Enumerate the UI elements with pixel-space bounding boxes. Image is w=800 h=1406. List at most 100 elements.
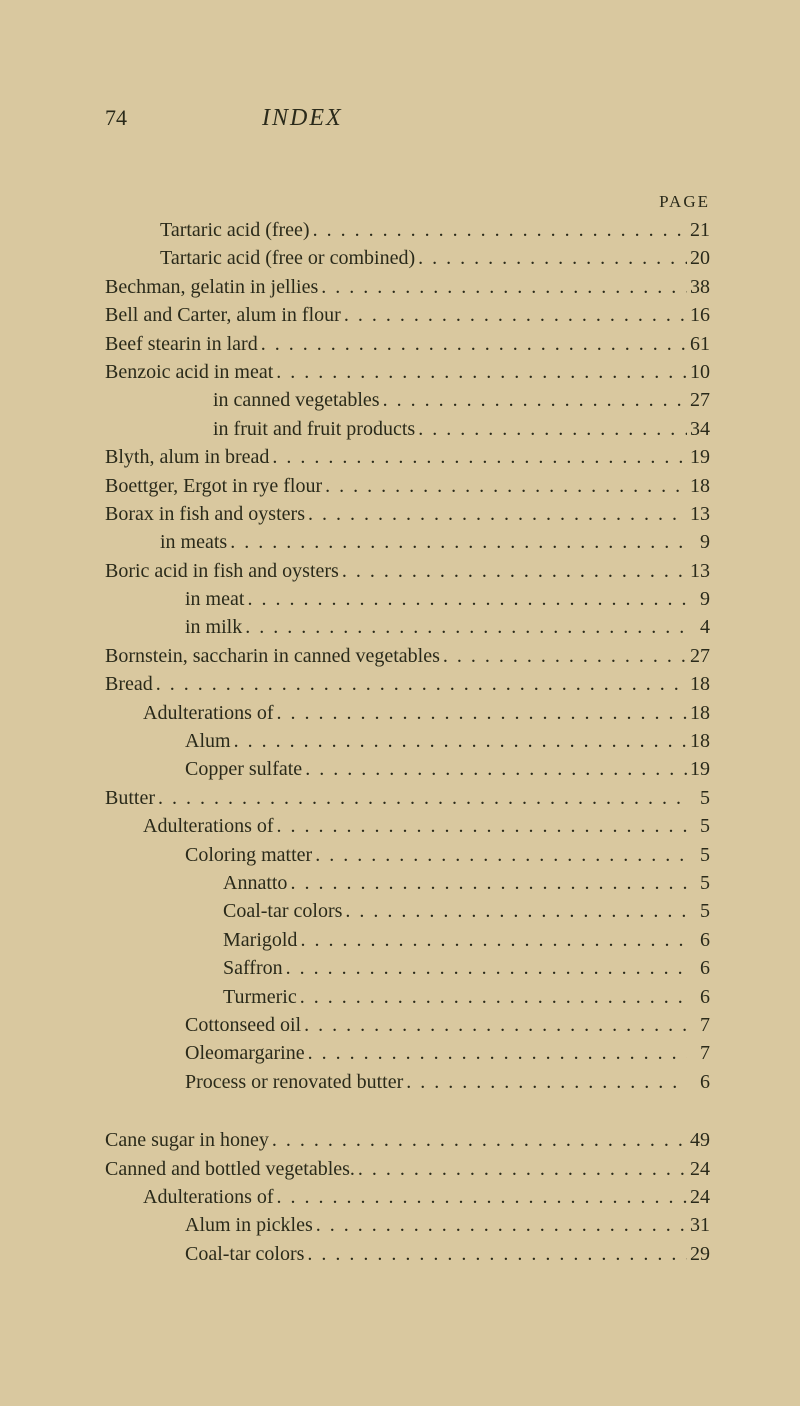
entry-page-number: 5 (690, 784, 720, 812)
entry-leader-dots: . . . . . . . . . . . . . . . . . . . . … (316, 1211, 687, 1239)
index-entry: Alum in pickles. . . . . . . . . . . . .… (105, 1211, 720, 1239)
index-entry: Adulterations of. . . . . . . . . . . . … (105, 1183, 720, 1211)
entry-label: in meat (105, 585, 244, 613)
entry-label: Process or renovated butter (105, 1068, 403, 1096)
entry-leader-dots: . . . . . . . . . . . . . . . . . . . . … (313, 216, 687, 244)
entry-page-number: 5 (690, 812, 720, 840)
entry-page-number: 24 (690, 1183, 720, 1211)
entry-leader-dots: . . . . . . . . . . . . . . . . . . . . … (443, 642, 687, 670)
entry-page-number: 18 (690, 472, 720, 500)
entry-page-number: 18 (690, 727, 720, 755)
entry-page-number: 6 (690, 926, 720, 954)
entry-leader-dots: . . . . . . . . . . . . . . . . . . . . … (290, 869, 687, 897)
entry-page-number: 20 (690, 244, 720, 272)
entry-label: Coloring matter (105, 841, 312, 869)
index-entry: Alum. . . . . . . . . . . . . . . . . . … (105, 727, 720, 755)
entry-label: Bornstein, saccharin in canned vegetable… (105, 642, 440, 670)
index-entry: Canned and bottled vegetables.. . . . . … (105, 1155, 720, 1183)
entry-label: Coal-tar colors (105, 897, 342, 925)
entry-page-number: 7 (690, 1011, 720, 1039)
entry-page-number: 7 (690, 1039, 720, 1067)
index-entry: Oleomargarine. . . . . . . . . . . . . .… (105, 1039, 720, 1067)
entry-label: Boric acid in fish and oysters (105, 557, 339, 585)
entry-leader-dots: . . . . . . . . . . . . . . . . . . . . … (277, 699, 687, 727)
entry-label: Blyth, alum in bread (105, 443, 269, 471)
entry-page-number: 27 (690, 642, 720, 670)
entry-page-number: 27 (690, 386, 720, 414)
index-entry: Boettger, Ergot in rye flour. . . . . . … (105, 472, 720, 500)
entry-label: Bechman, gelatin in jellies (105, 273, 318, 301)
entry-leader-dots: . . . . . . . . . . . . . . . . . . . . … (230, 528, 687, 556)
entry-leader-dots: . . . . . . . . . . . . . . . . . . . . … (286, 954, 687, 982)
entry-leader-dots: . . . . . . . . . . . . . . . . . . . . … (272, 443, 687, 471)
index-entry: Coal-tar colors. . . . . . . . . . . . .… (105, 897, 720, 925)
entry-page-number: 5 (690, 869, 720, 897)
index-entry: Bechman, gelatin in jellies. . . . . . .… (105, 273, 720, 301)
entry-page-number: 6 (690, 1068, 720, 1096)
index-entry: Adulterations of. . . . . . . . . . . . … (105, 699, 720, 727)
entry-page-number: 49 (690, 1126, 720, 1154)
entry-leader-dots: . . . . . . . . . . . . . . . . . . . . … (156, 670, 687, 698)
entry-label: Saffron (105, 954, 283, 982)
index-entry: Beef stearin in lard. . . . . . . . . . … (105, 330, 720, 358)
entry-leader-dots: . . . . . . . . . . . . . . . . . . . . … (272, 1126, 687, 1154)
index-entry: Annatto. . . . . . . . . . . . . . . . .… (105, 869, 720, 897)
column-heading: PAGE (105, 192, 720, 212)
entry-label: in milk (105, 613, 242, 641)
index-entry: in milk. . . . . . . . . . . . . . . . .… (105, 613, 720, 641)
entry-label: Alum in pickles (105, 1211, 313, 1239)
entry-label: Copper sulfate (105, 755, 302, 783)
index-entry: Bornstein, saccharin in canned vegetable… (105, 642, 720, 670)
index-entry: Butter. . . . . . . . . . . . . . . . . … (105, 784, 720, 812)
entry-label: Cane sugar in honey (105, 1126, 269, 1154)
entry-leader-dots: . . . . . . . . . . . . . . . . . . . . … (247, 585, 687, 613)
index-entry: Coal-tar colors. . . . . . . . . . . . .… (105, 1240, 720, 1268)
entry-page-number: 13 (690, 500, 720, 528)
index-entry: in meats. . . . . . . . . . . . . . . . … (105, 528, 720, 556)
index-entry: in fruit and fruit products. . . . . . .… (105, 415, 720, 443)
entry-page-number: 29 (690, 1240, 720, 1268)
entry-page-number: 24 (690, 1155, 720, 1183)
entry-label: Annatto (105, 869, 287, 897)
entry-label: Benzoic acid in meat (105, 358, 273, 386)
entry-page-number: 18 (690, 699, 720, 727)
entry-label: Cottonseed oil (105, 1011, 301, 1039)
entry-label: Borax in fish and oysters (105, 500, 305, 528)
index-entry: Cottonseed oil. . . . . . . . . . . . . … (105, 1011, 720, 1039)
entry-leader-dots: . . . . . . . . . . . . . . . . . . . . … (321, 273, 687, 301)
entry-label: Bell and Carter, alum in flour (105, 301, 341, 329)
entry-page-number: 5 (690, 897, 720, 925)
entry-page-number: 34 (690, 415, 720, 443)
entry-page-number: 16 (690, 301, 720, 329)
entry-label: in canned vegetables (105, 386, 380, 414)
entry-leader-dots: . . . . . . . . . . . . . . . . . . . . … (345, 897, 687, 925)
entry-page-number: 6 (690, 983, 720, 1011)
entry-label: Coal-tar colors (105, 1240, 304, 1268)
entry-label: Boettger, Ergot in rye flour (105, 472, 322, 500)
entry-page-number: 38 (690, 273, 720, 301)
entry-leader-dots: . . . . . . . . . . . . . . . . . . . . … (308, 1039, 687, 1067)
index-entry: Boric acid in fish and oysters. . . . . … (105, 557, 720, 585)
index-entry: Tartaric acid (free). . . . . . . . . . … (105, 216, 720, 244)
entry-leader-dots: . . . . . . . . . . . . . . . . . . . . … (304, 1011, 687, 1039)
index-entry: Borax in fish and oysters. . . . . . . .… (105, 500, 720, 528)
entry-label: Tartaric acid (free or combined) (105, 244, 415, 272)
index-entry: Coloring matter. . . . . . . . . . . . .… (105, 841, 720, 869)
entry-page-number: 9 (690, 528, 720, 556)
entry-label: Marigold (105, 926, 297, 954)
entry-leader-dots: . . . . . . . . . . . . . . . . . . . . … (261, 330, 687, 358)
entry-label: in meats (105, 528, 227, 556)
entry-label: Turmeric (105, 983, 297, 1011)
entry-label: Canned and bottled vegetables. (105, 1155, 355, 1183)
entry-page-number: 18 (690, 670, 720, 698)
entry-leader-dots: . . . . . . . . . . . . . . . . . . . . … (344, 301, 687, 329)
entry-leader-dots: . . . . . . . . . . . . . . . . . . . . … (277, 812, 687, 840)
entry-page-number: 19 (690, 755, 720, 783)
entry-leader-dots: . . . . . . . . . . . . . . . . . . . . … (342, 557, 687, 585)
entry-label: Alum (105, 727, 231, 755)
entry-page-number: 9 (690, 585, 720, 613)
index-entry: Blyth, alum in bread. . . . . . . . . . … (105, 443, 720, 471)
entry-page-number: 31 (690, 1211, 720, 1239)
index-entry: Adulterations of. . . . . . . . . . . . … (105, 812, 720, 840)
entry-leader-dots: . . . . . . . . . . . . . . . . . . . . … (383, 386, 687, 414)
